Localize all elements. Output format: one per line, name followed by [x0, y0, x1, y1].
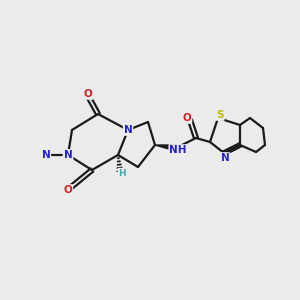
Polygon shape [155, 145, 176, 151]
Text: N: N [64, 150, 72, 160]
Text: O: O [64, 185, 72, 195]
Text: O: O [84, 89, 92, 99]
Text: NH: NH [169, 145, 187, 155]
Text: N: N [42, 150, 50, 160]
Text: O: O [183, 113, 191, 123]
Text: H: H [118, 169, 126, 178]
Text: N: N [124, 125, 132, 135]
Text: N: N [64, 150, 72, 160]
Text: S: S [216, 110, 224, 120]
Text: N: N [220, 153, 230, 163]
